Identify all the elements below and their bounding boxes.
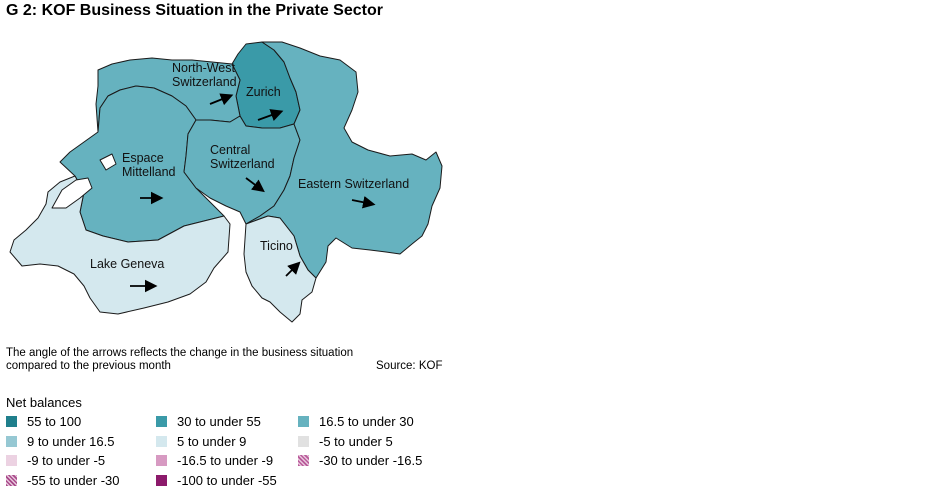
- legend-label: 9 to under 16.5: [27, 433, 115, 449]
- region-label-north-west-switzerland: North-West Switzerland: [172, 61, 237, 89]
- legend-item: -9 to under -5: [6, 453, 105, 468]
- region-label-zurich: Zurich: [246, 85, 281, 99]
- legend-swatch: [156, 416, 167, 427]
- legend-title: Net balances: [6, 395, 82, 410]
- source-note: Source: KOF: [376, 360, 443, 372]
- legend-item: -100 to under -55: [156, 473, 277, 488]
- switzerland-map: Zurich North-West Switzerland Espace Mittell…: [9, 41, 443, 323]
- legend-swatch: [156, 474, 167, 486]
- trend-arrow-zurich: [257, 109, 284, 121]
- trend-arrow-north-west-switzerland: [209, 93, 234, 106]
- legend-label: -9 to under -5: [27, 453, 106, 468]
- legend-label: -30 to under -16.5: [319, 453, 423, 468]
- legend-item: 55 to 100: [6, 414, 81, 429]
- legend-item: -55 to under -30: [6, 473, 120, 488]
- legend-swatch: [6, 455, 17, 466]
- region-lake-geneva: [9, 175, 231, 315]
- legend-item: -5 to under 5: [298, 434, 393, 449]
- legend-label: 16.5 to under 30: [319, 414, 414, 429]
- legend-swatch: [6, 474, 17, 486]
- legend-swatch: [6, 416, 17, 427]
- legend-swatch: [298, 416, 309, 427]
- lake-shape: [51, 177, 93, 209]
- legend-label: 5 to under 9: [177, 433, 247, 449]
- legend: 55 to 100 30 to under 55 16.5 to under 30 9…: [6, 414, 466, 490]
- legend-label: 30 to under 55: [177, 414, 261, 429]
- legend-swatch: [298, 455, 309, 466]
- legend-swatch: [156, 455, 167, 466]
- legend-item: 5 to under 9: [156, 434, 246, 449]
- legend-label: -5 to under 5: [319, 433, 393, 449]
- legend-item: -16.5 to under -9: [156, 453, 273, 468]
- legend-label: 55 to 100: [27, 414, 82, 429]
- legend-item: 9 to under 16.5: [6, 434, 114, 449]
- legend-swatch: [156, 435, 167, 447]
- lake-shape: [99, 153, 117, 171]
- region-label-central-switzerland: Central Switzerland: [210, 143, 275, 171]
- trend-arrow-ticino: [285, 261, 301, 277]
- chart-title: G 2: KOF Business Situation in the Priva…: [6, 2, 383, 19]
- region-eastern-switzerland: [245, 41, 443, 279]
- region-label-espace-mittelland: Espace Mittelland: [122, 151, 176, 179]
- region-ticino: [243, 215, 317, 323]
- legend-item: -30 to under -16.5: [298, 453, 422, 468]
- legend-swatch: [6, 435, 17, 447]
- trend-arrow-central-switzerland: [245, 177, 265, 193]
- legend-item: 30 to under 55: [156, 414, 261, 429]
- trend-arrow-eastern-switzerland: [351, 196, 376, 209]
- legend-label: -16.5 to under -9: [177, 453, 274, 468]
- legend-label: -100 to under -55: [177, 472, 277, 488]
- region-label-lake-geneva: Lake Geneva: [90, 257, 164, 271]
- legend-swatch: [298, 435, 309, 447]
- legend-item: 16.5 to under 30: [298, 414, 414, 429]
- footnote: The angle of the arrows reflects the cha…: [6, 347, 354, 372]
- region-label-eastern-switzerland: Eastern Switzerland: [298, 177, 409, 191]
- region-label-ticino: Ticino: [260, 239, 293, 253]
- legend-label: -55 to under -30: [27, 472, 120, 488]
